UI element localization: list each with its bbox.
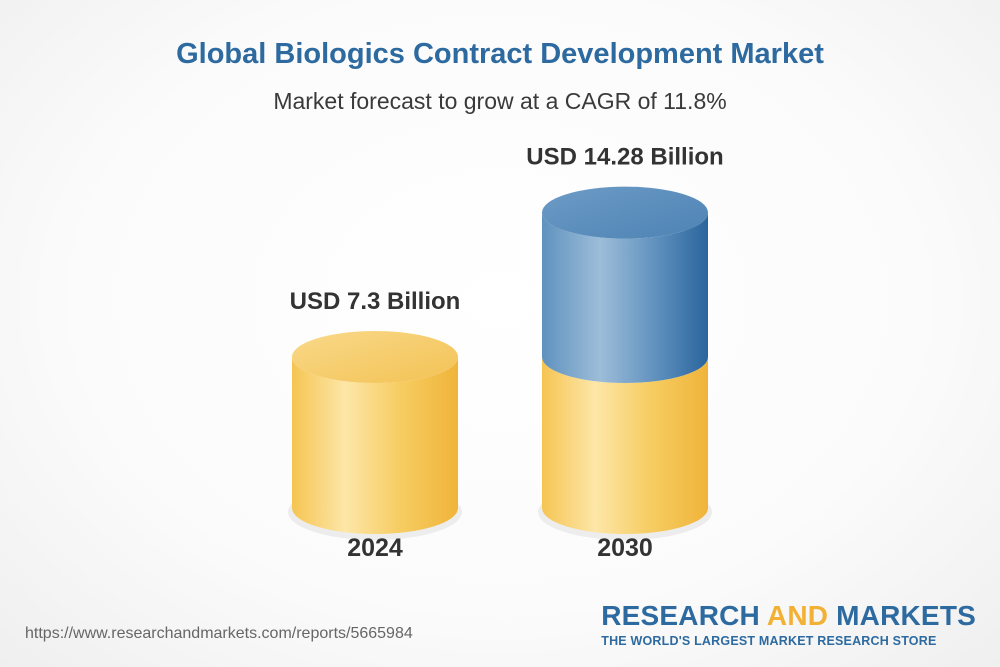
category-label-2024: 2024 bbox=[347, 534, 403, 562]
brand-name: RESEARCH AND MARKETS bbox=[601, 600, 976, 632]
brand-name-part3: MARKETS bbox=[828, 600, 976, 631]
brand-tagline: THE WORLD'S LARGEST MARKET RESEARCH STOR… bbox=[601, 634, 937, 648]
data-label-2024: USD 7.3 Billion bbox=[290, 288, 461, 315]
brand-name-accent: AND bbox=[766, 600, 829, 631]
bar-top-2030 bbox=[542, 186, 708, 239]
category-label-2030: 2030 bbox=[597, 534, 653, 562]
bar-top-2024 bbox=[292, 331, 458, 383]
bar-growth-2030 bbox=[542, 212, 708, 383]
source-url[interactable]: https://www.researchandmarkets.com/repor… bbox=[25, 625, 413, 642]
bar-base-2024 bbox=[292, 357, 458, 534]
brand-logo: RESEARCH AND MARKETS THE WORLD'S LARGEST… bbox=[601, 600, 976, 648]
bar-base-2030 bbox=[542, 357, 708, 534]
chart-title: Global Biologics Contract Development Ma… bbox=[176, 38, 824, 70]
data-label-2030: USD 14.28 Billion bbox=[526, 144, 723, 171]
chart-subtitle: Market forecast to grow at a CAGR of 11.… bbox=[273, 88, 727, 114]
brand-name-part1: RESEARCH bbox=[601, 600, 767, 631]
